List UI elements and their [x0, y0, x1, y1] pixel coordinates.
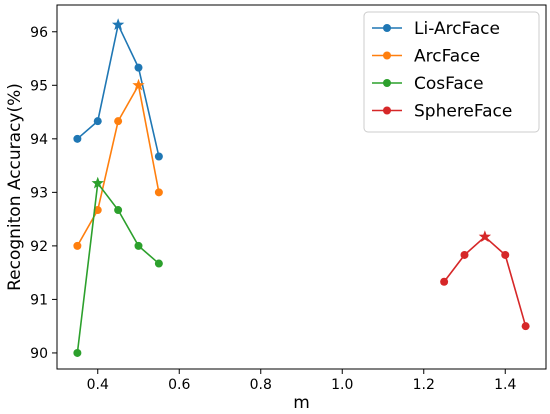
x-tick-label: 0.8	[250, 377, 272, 393]
y-tick-label: 94	[30, 132, 48, 148]
data-point	[114, 206, 123, 215]
x-tick-label: 1.0	[331, 377, 353, 393]
data-point	[134, 241, 143, 250]
data-point	[73, 134, 82, 143]
series-cosface	[73, 176, 163, 357]
best-point-star	[478, 230, 492, 243]
legend-item-li-arcface: Li-ArcFace	[372, 19, 500, 39]
data-point	[154, 188, 163, 197]
x-axis-label: m	[293, 393, 310, 413]
data-point	[73, 241, 82, 250]
legend-label: CosFace	[414, 74, 484, 94]
data-point	[154, 152, 163, 161]
data-point	[440, 277, 449, 286]
x-tick-label: 0.6	[168, 377, 190, 393]
legend-label: ArcFace	[414, 47, 480, 67]
series-li-arcface	[73, 18, 163, 161]
data-point	[134, 63, 143, 72]
data-point	[93, 206, 102, 215]
data-point	[114, 117, 123, 126]
y-tick-label: 91	[30, 292, 48, 308]
best-point-star	[91, 176, 104, 189]
legend-box	[363, 11, 540, 133]
y-tick-label: 96	[30, 25, 48, 41]
data-point	[501, 250, 510, 259]
x-axis: 0.4 0.6 0.8 1.0 1.2 1.4	[87, 369, 516, 393]
data-point	[521, 322, 530, 331]
legend-marker	[383, 24, 391, 32]
legend-marker	[383, 79, 391, 87]
legend: Li-ArcFace ArcFace CosFace SphereFace	[363, 11, 540, 133]
best-point-star	[132, 78, 145, 91]
data-point	[73, 348, 82, 357]
y-tick-label: 90	[30, 346, 48, 362]
legend-marker	[383, 51, 391, 60]
legend-marker	[383, 106, 391, 115]
legend-item-sphereface: SphereFace	[372, 102, 512, 122]
legend-label: Li-ArcFace	[414, 19, 500, 39]
y-tick-label: 92	[30, 239, 48, 255]
series-layer	[73, 18, 530, 357]
x-tick-label: 0.4	[87, 377, 109, 393]
x-tick-label: 1.4	[494, 377, 516, 393]
data-point	[154, 259, 163, 268]
best-point-star	[111, 18, 125, 31]
y-axis: 90 91 92 93 94 95 96	[30, 25, 57, 362]
data-point	[460, 250, 469, 259]
data-point	[93, 117, 102, 126]
x-tick-label: 1.2	[413, 377, 435, 393]
y-tick-label: 93	[30, 185, 48, 201]
legend-label: SphereFace	[414, 102, 512, 122]
legend-item-cosface: CosFace	[372, 74, 484, 94]
y-axis-label: Recogniton Accuracy(%)	[5, 83, 25, 291]
series-sphereface	[440, 230, 530, 331]
series-arcface	[73, 78, 163, 250]
legend-item-arcface: ArcFace	[372, 47, 480, 67]
y-tick-label: 95	[30, 78, 48, 94]
